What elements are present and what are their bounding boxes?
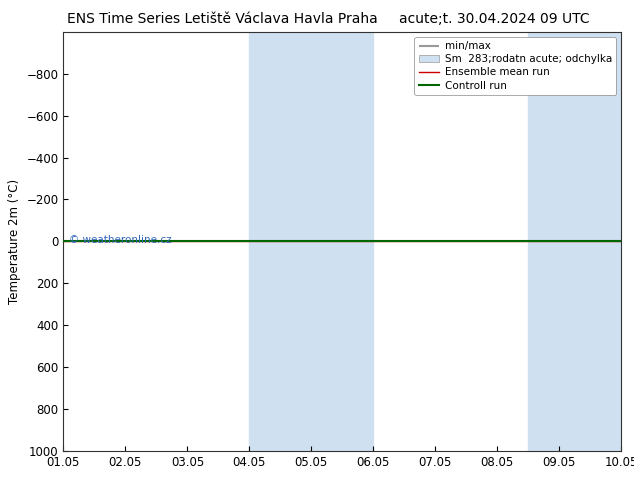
Text: ENS Time Series Letiště Václava Havla Praha: ENS Time Series Letiště Václava Havla Pr… [67, 12, 377, 26]
Bar [249, 32, 373, 451]
Text: © weatheronline.cz: © weatheronline.cz [69, 236, 172, 245]
Bar [528, 32, 621, 451]
Legend: min/max, Sm  283;rodatn acute; odchylka, Ensemble mean run, Controll run: min/max, Sm 283;rodatn acute; odchylka, … [415, 37, 616, 95]
Y-axis label: Temperature 2m (°C): Temperature 2m (°C) [8, 179, 21, 304]
Text: acute;t. 30.04.2024 09 UTC: acute;t. 30.04.2024 09 UTC [399, 12, 590, 26]
